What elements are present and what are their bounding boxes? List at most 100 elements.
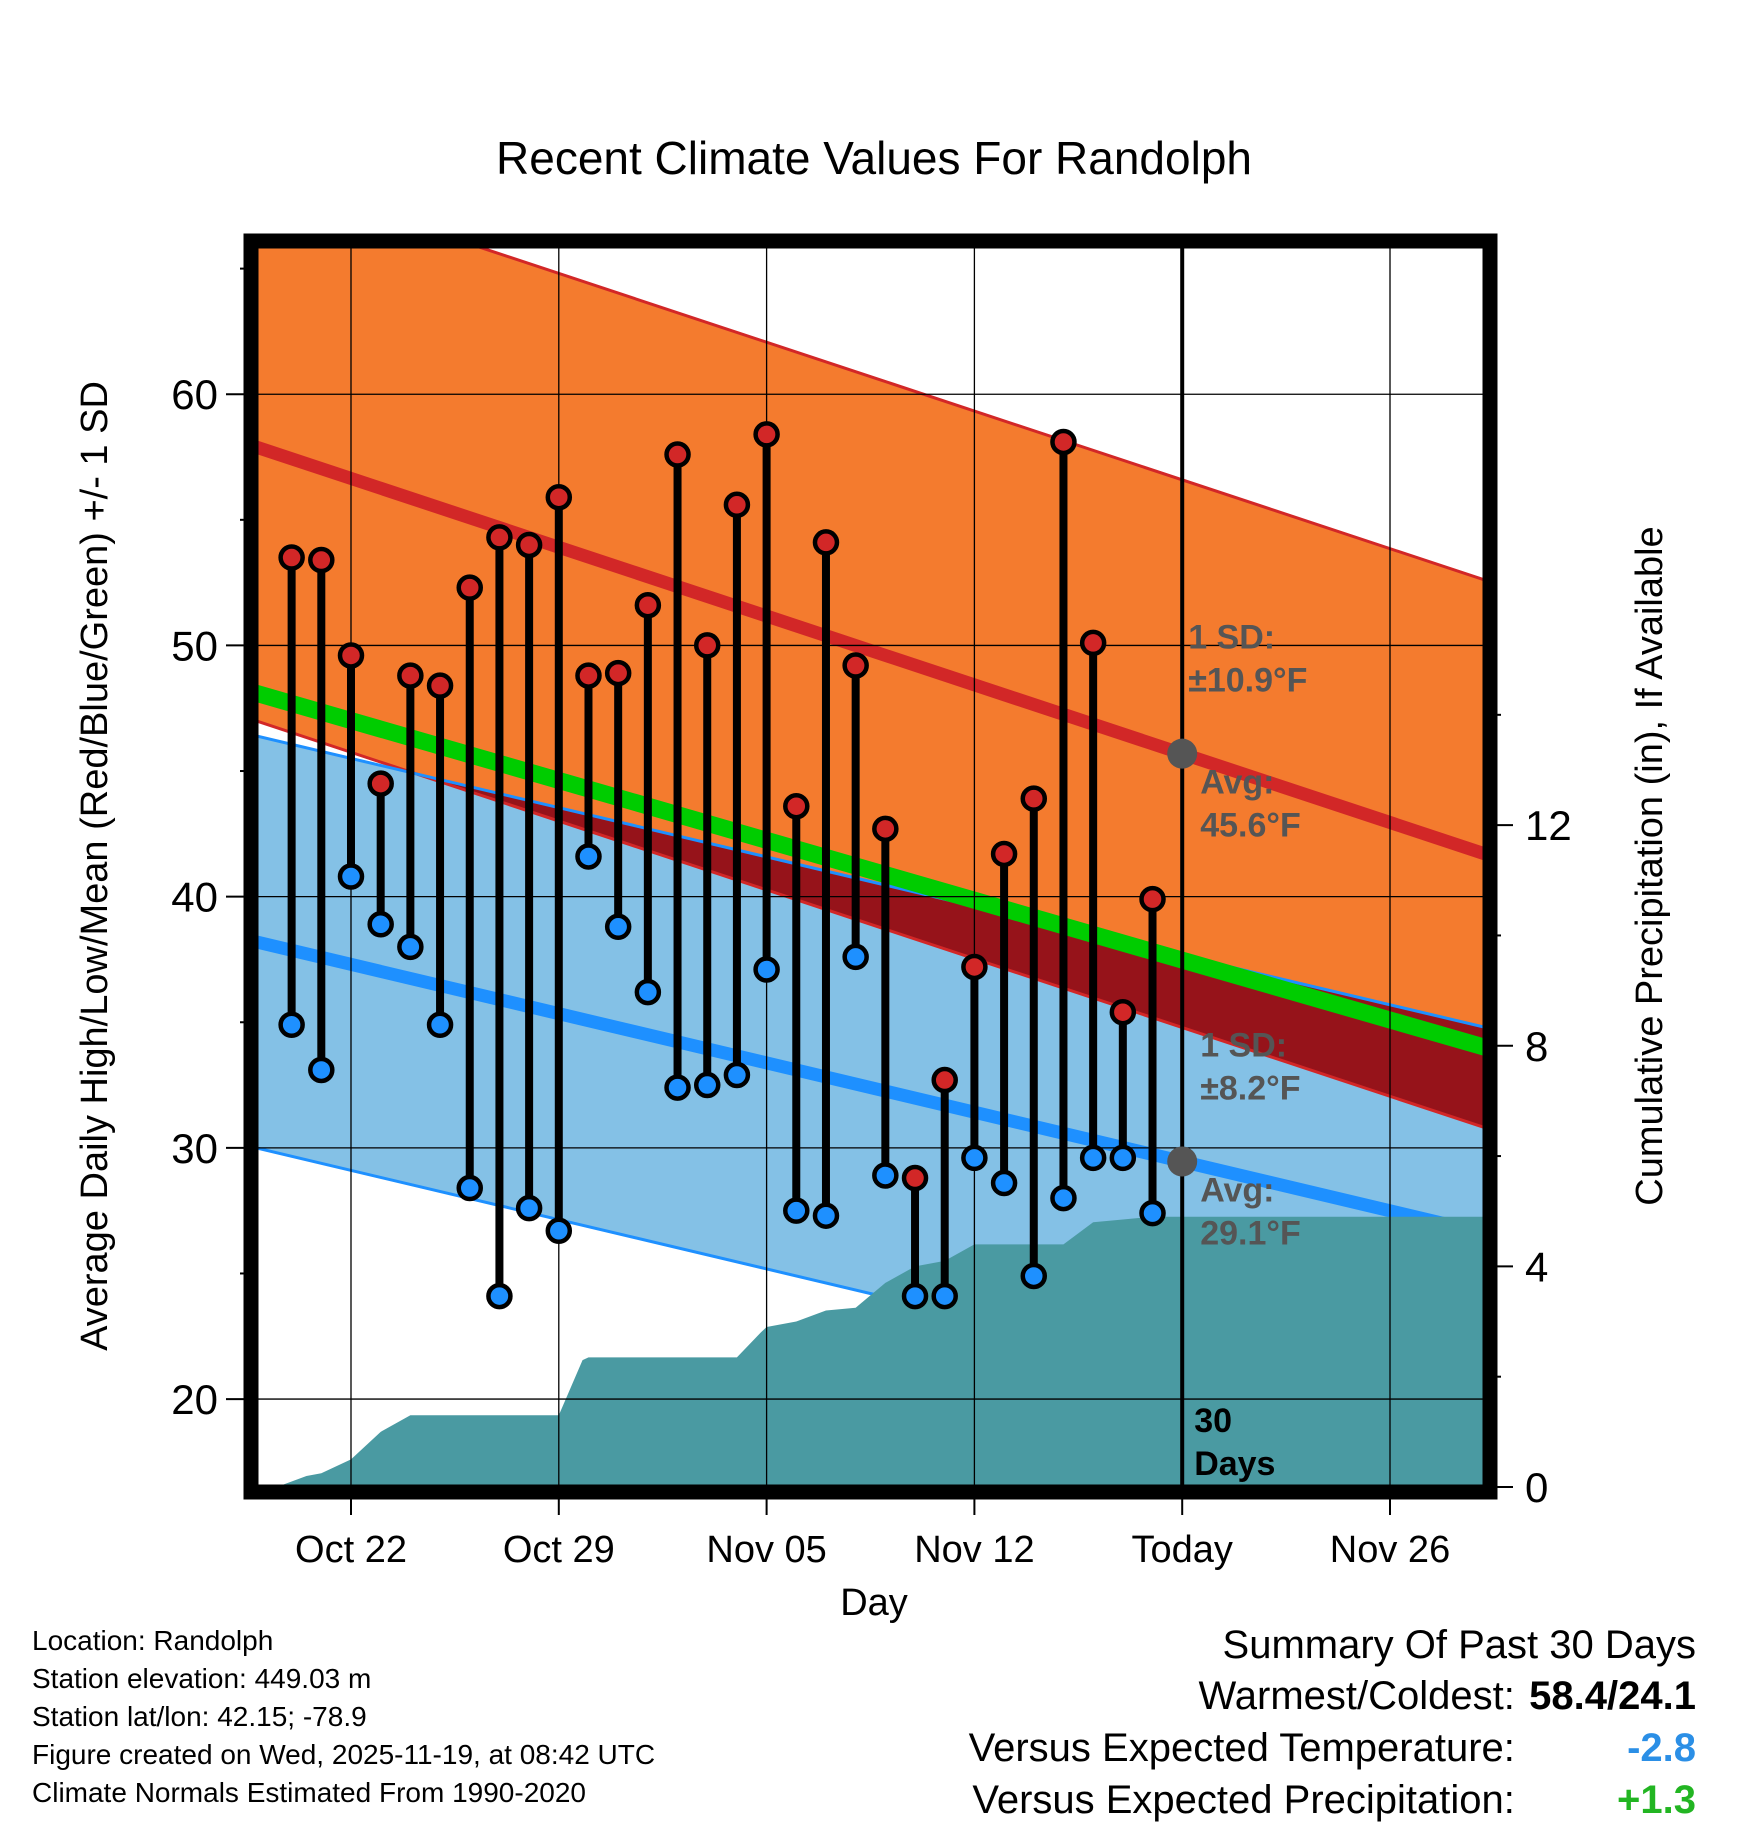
high-sd-label: 1 SD: bbox=[1188, 619, 1275, 657]
precip-anomaly-label: Versus Expected Precipitation: bbox=[972, 1778, 1515, 1822]
daily-low-point bbox=[1020, 1262, 1048, 1290]
daily-high-point bbox=[634, 591, 662, 619]
daily-high-point bbox=[664, 441, 691, 468]
warmest-label: Warmest/Coldest: bbox=[1198, 1674, 1515, 1718]
daily-low-point bbox=[901, 1282, 929, 1310]
daily-high-point bbox=[337, 642, 365, 669]
x-axis-label: Day bbox=[840, 1582, 908, 1624]
chart-title: Recent Climate Values For Randolph bbox=[496, 132, 1252, 184]
daily-high-point bbox=[397, 662, 424, 689]
daily-low-point bbox=[723, 1061, 751, 1089]
daily-low-point bbox=[961, 1144, 988, 1172]
daily-high-point bbox=[901, 1164, 929, 1192]
daily-high-point bbox=[1139, 885, 1166, 913]
daily-high-point bbox=[515, 531, 543, 559]
daily-high-point bbox=[693, 632, 721, 659]
x-tick-label: Today bbox=[1131, 1529, 1232, 1571]
plot-frame bbox=[243, 233, 1498, 1500]
daily-high-point bbox=[961, 953, 988, 981]
x-tick-label: Nov 12 bbox=[914, 1529, 1034, 1571]
annotations: 1 SD: ±10.9°F Avg: 45.6°F 1 SD: ±8.2°F A… bbox=[1188, 619, 1307, 1483]
daily-low-point bbox=[664, 1074, 691, 1101]
daily-high-point bbox=[575, 662, 602, 689]
daily-low-point bbox=[842, 943, 869, 971]
daily-high-point bbox=[367, 770, 394, 797]
y2-tick-label: 8 bbox=[1525, 1023, 1548, 1070]
daily-low-point bbox=[1079, 1144, 1107, 1172]
station-info: Location: Randolph Station elevation: 44… bbox=[32, 1622, 655, 1812]
daily-high-point bbox=[486, 524, 513, 551]
daily-high-point bbox=[545, 483, 573, 511]
daily-low-point bbox=[872, 1162, 899, 1189]
daily-high-point bbox=[812, 529, 840, 556]
daily-low-point bbox=[753, 956, 780, 983]
daily-low-point bbox=[812, 1202, 840, 1229]
y-tick-label: 40 bbox=[171, 874, 218, 921]
window-unit: Days bbox=[1194, 1445, 1275, 1483]
daily-high-point bbox=[872, 815, 899, 843]
low-sd-upper-edge bbox=[256, 734, 1485, 1029]
elevation-text: Station elevation: 449.03 m bbox=[32, 1663, 372, 1694]
daily-low-point bbox=[486, 1282, 513, 1310]
axes-ticks: Oct 22 Oct 29 Nov 05 Nov 12 Today Nov 26 20 30 4… bbox=[171, 267, 1572, 1571]
daily-low-point bbox=[575, 843, 602, 870]
warmest-value: 58.4/24.1 bbox=[1529, 1674, 1696, 1718]
daily-high-point bbox=[1020, 785, 1048, 812]
daily-low-point bbox=[931, 1282, 958, 1310]
summary-panel: Summary Of Past 30 Days Warmest/Coldest:… bbox=[969, 1620, 1696, 1826]
daily-low-point bbox=[1050, 1184, 1077, 1212]
daily-low-point bbox=[693, 1071, 721, 1099]
high-avg-value: 45.6°F bbox=[1200, 807, 1301, 845]
daily-high-point bbox=[426, 672, 454, 699]
daily-low-point bbox=[397, 933, 424, 961]
daily-high-point bbox=[278, 544, 305, 571]
daily-low-point bbox=[367, 911, 394, 938]
x-tick-label: Oct 22 bbox=[295, 1529, 407, 1571]
temp-anomaly-value: -2.8 bbox=[1627, 1726, 1696, 1770]
daily-high-point bbox=[931, 1066, 958, 1094]
low-sd-value: ±8.2°F bbox=[1200, 1069, 1300, 1107]
daily-high-point bbox=[604, 659, 632, 687]
x-tick-label: Nov 26 bbox=[1330, 1529, 1450, 1571]
daily-high-point bbox=[1050, 428, 1077, 456]
low-avg-marker bbox=[1167, 1146, 1198, 1177]
low-sd-label: 1 SD: bbox=[1200, 1026, 1287, 1064]
latlon-text: Station lat/lon: 42.15; -78.9 bbox=[32, 1701, 367, 1732]
daily-high-point bbox=[990, 840, 1018, 868]
daily-low-point bbox=[456, 1174, 483, 1202]
low-avg-label: Avg: bbox=[1200, 1171, 1274, 1209]
observations bbox=[278, 421, 1166, 1310]
created-text: Figure created on Wed, 2025-11-19, at 08… bbox=[32, 1739, 656, 1770]
high-sd-value: ±10.9°F bbox=[1188, 662, 1307, 700]
daily-high-point bbox=[753, 421, 780, 448]
y-tick-label: 50 bbox=[171, 622, 218, 669]
y-axis-label: Average Daily High/Low/Mean (Red/Blue/Gr… bbox=[74, 381, 116, 1351]
location-text: Location: Randolph bbox=[32, 1625, 274, 1656]
normal-low-line bbox=[256, 935, 1485, 1240]
daily-low-point bbox=[337, 863, 365, 890]
daily-low-point bbox=[990, 1169, 1018, 1197]
y-tick-label: 60 bbox=[171, 371, 218, 418]
daily-low-point bbox=[634, 978, 662, 1006]
daily-low-point bbox=[278, 1011, 305, 1039]
daily-high-point bbox=[783, 792, 810, 820]
low-avg-value: 29.1°F bbox=[1200, 1214, 1301, 1252]
precip-anomaly-value: +1.3 bbox=[1617, 1778, 1696, 1822]
high-avg-label: Avg: bbox=[1200, 764, 1274, 802]
daily-low-point bbox=[545, 1217, 573, 1245]
high-sd-upper-edge bbox=[471, 246, 1485, 582]
daily-high-point bbox=[1079, 629, 1107, 657]
daily-low-point bbox=[515, 1194, 543, 1222]
high-sd-lower-edge bbox=[256, 719, 1485, 1130]
y2-tick-label: 0 bbox=[1525, 1464, 1548, 1511]
normals-text: Climate Normals Estimated From 1990-2020 bbox=[32, 1777, 586, 1808]
y2-axis-label: Cumulative Precipitation (in), If Availa… bbox=[1629, 526, 1671, 1205]
summary-title: Summary Of Past 30 Days bbox=[1222, 1623, 1696, 1667]
daily-low-point bbox=[308, 1056, 335, 1084]
window-number: 30 bbox=[1194, 1402, 1232, 1440]
daily-low-point bbox=[783, 1197, 810, 1224]
x-tick-label: Oct 29 bbox=[503, 1529, 615, 1571]
daily-high-point bbox=[723, 491, 751, 519]
daily-high-point bbox=[1109, 998, 1137, 1026]
